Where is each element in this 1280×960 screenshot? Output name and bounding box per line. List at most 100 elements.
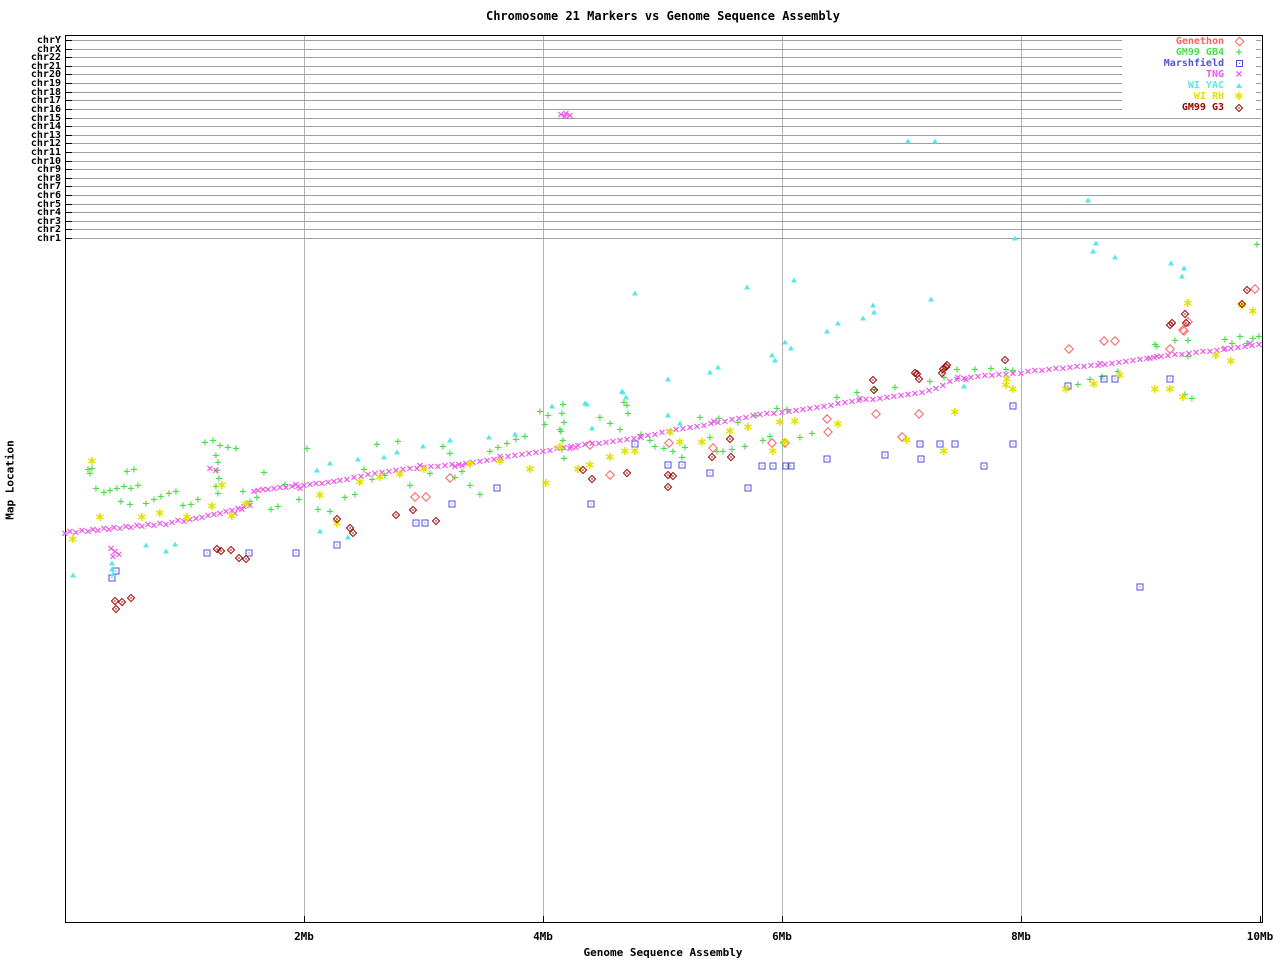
- marker-point-tng: ×: [363, 469, 373, 481]
- marker-point-tng: ×: [994, 369, 1004, 381]
- legend-label: Genethon: [1175, 36, 1224, 47]
- marker-point-wi-rh: ∗: [181, 510, 193, 525]
- marker-point-gm99-gb4: +: [511, 434, 521, 446]
- marker-point-wi-rh: ∗: [86, 454, 98, 469]
- marker-point-wi-rh: ∗: [216, 478, 228, 493]
- marker-point-gm99-gb4: +: [714, 413, 724, 425]
- y-tick-label-chr20: chr20: [30, 69, 61, 81]
- marker-point-wi-yac: [110, 571, 116, 577]
- marker-point-marshfield: [412, 519, 420, 527]
- marker-point-tng: ×: [855, 393, 865, 405]
- marker-point-wi-yac: [420, 443, 426, 449]
- marker-point-gm99-gb4: +: [970, 364, 980, 376]
- marker-point-wi-rh: ∗: [354, 475, 366, 490]
- marker-point-tng: ×: [987, 370, 997, 382]
- marker-point-tng: ×: [945, 376, 955, 388]
- marker-point-tng: ×: [1226, 343, 1236, 355]
- marker-point-gm99-gb4: +: [252, 492, 262, 504]
- marker-point-gm99-gb4: +: [87, 463, 97, 475]
- marker-point-tng: ×: [622, 434, 632, 446]
- marker-point-wi-rh: ∗: [374, 470, 386, 485]
- marker-point-tng: ×: [608, 436, 618, 448]
- x-tick-label: 2Mb: [294, 930, 314, 943]
- marker-point-tng: ×: [461, 458, 471, 470]
- marker-point-gm99-gb4: +: [1008, 365, 1018, 377]
- marker-point-marshfield: [782, 462, 790, 470]
- marker-point-marshfield: [744, 484, 752, 492]
- marker-point-wi-yac: [345, 534, 351, 540]
- y-tick-mark: [66, 117, 72, 119]
- y-tick-mark: [66, 160, 72, 162]
- marker-point-wi-yac: [381, 454, 387, 460]
- marker-point-gm99-gb4: +: [122, 466, 132, 478]
- marker-point-tng: ×: [356, 471, 366, 483]
- marker-point-tng: ×: [973, 371, 983, 383]
- marker-point-gm99-gb4: +: [680, 442, 690, 454]
- marker-point-tng: ×: [1198, 346, 1208, 358]
- marker-point-wi-rh: ∗: [1060, 382, 1072, 397]
- marker-point-gm99-gb4: +: [99, 487, 109, 499]
- marker-point-gm99-gb4: +: [645, 435, 655, 447]
- marker-point-gm99-gb4: +: [85, 468, 95, 480]
- marker-point-tng: ×: [205, 463, 215, 475]
- marker-point-gm99-gb4: +: [1254, 331, 1264, 343]
- marker-point-tng: ×: [1037, 365, 1047, 377]
- y-tick-mark: [66, 229, 72, 231]
- marker-point-tng: ×: [291, 479, 301, 491]
- marker-point-tng: ×: [132, 520, 142, 532]
- marker-point-tng: ×: [1247, 340, 1257, 352]
- marker-point-tng: ×: [454, 459, 464, 471]
- marker-point-tng: ×: [121, 521, 131, 533]
- marker-point-tng: ×: [524, 448, 534, 460]
- legend-symbol-wi-yac: [1236, 83, 1242, 88]
- marker-point-tng: ×: [197, 512, 207, 524]
- y-tick-mark: [66, 195, 72, 197]
- marker-point-wi-rh: ∗: [240, 497, 252, 512]
- marker-point-tng: ×: [734, 413, 744, 425]
- marker-point-wi-rh: ∗: [938, 444, 950, 459]
- x-axis-label: Genome Sequence Assembly: [583, 946, 743, 959]
- marker-point-marshfield: [1136, 583, 1144, 591]
- marker-point-gm99-gb4: +: [1001, 364, 1011, 376]
- marker-point-tng: ×: [342, 474, 352, 486]
- marker-point-wi-rh: ∗: [779, 435, 791, 450]
- marker-point-wi-yac: [1090, 248, 1096, 254]
- marker-point-gm99-gb4: +: [558, 435, 568, 447]
- y-tick-label-chr3: chr3: [36, 215, 61, 227]
- marker-point-tng: ×: [1212, 345, 1222, 357]
- marker-point-tng: ×: [230, 508, 240, 520]
- chromosome-gridline: [66, 151, 1261, 153]
- marker-point-gm99-gb4: +: [211, 481, 221, 493]
- marker-point-wi-rh: ∗: [696, 435, 708, 450]
- marker-point-gm99-gb4: +: [705, 432, 715, 444]
- marker-point-wi-yac: [512, 431, 518, 437]
- marker-point-gm99-gb4: +: [259, 467, 269, 479]
- marker-point-wi-rh: ∗: [67, 532, 79, 547]
- marker-point-wi-yac: [715, 364, 721, 370]
- marker-point-tng: ×: [335, 475, 345, 487]
- marker-point-gm99-gb4: +: [727, 444, 737, 456]
- marker-point-tng: ×: [1095, 358, 1105, 370]
- marker-point-tng: ×: [699, 420, 709, 432]
- marker-point-tng: ×: [450, 461, 460, 473]
- y-tick-label-chr6: chr6: [36, 190, 61, 202]
- marker-point-gm99-gb4: +: [372, 439, 382, 451]
- marker-point-marshfield: [758, 462, 766, 470]
- x-gridline: [304, 35, 305, 922]
- marker-point-wi-yac: [860, 315, 866, 321]
- marker-point-tng: ×: [1128, 355, 1138, 367]
- marker-point-gm99-gb4: +: [1113, 366, 1123, 378]
- marker-point-tng: ×: [440, 460, 450, 472]
- marker-point-tng: ×: [910, 388, 920, 400]
- y-tick-label-chr9: chr9: [36, 164, 61, 176]
- marker-point-gm99-gb4: +: [105, 485, 115, 497]
- marker-point-wi-rh: ∗: [464, 457, 476, 472]
- marker-point-gm99-gb4: +: [1170, 335, 1180, 347]
- marker-point-tng: ×: [657, 427, 667, 439]
- chromosome-gridline: [66, 108, 1261, 110]
- marker-point-tng: ×: [426, 461, 436, 473]
- marker-point-tng: ×: [503, 451, 513, 463]
- marker-point-gm99-gb4: +: [273, 501, 283, 513]
- marker-point-tng: ×: [664, 426, 674, 438]
- marker-point-marshfield: [421, 519, 429, 527]
